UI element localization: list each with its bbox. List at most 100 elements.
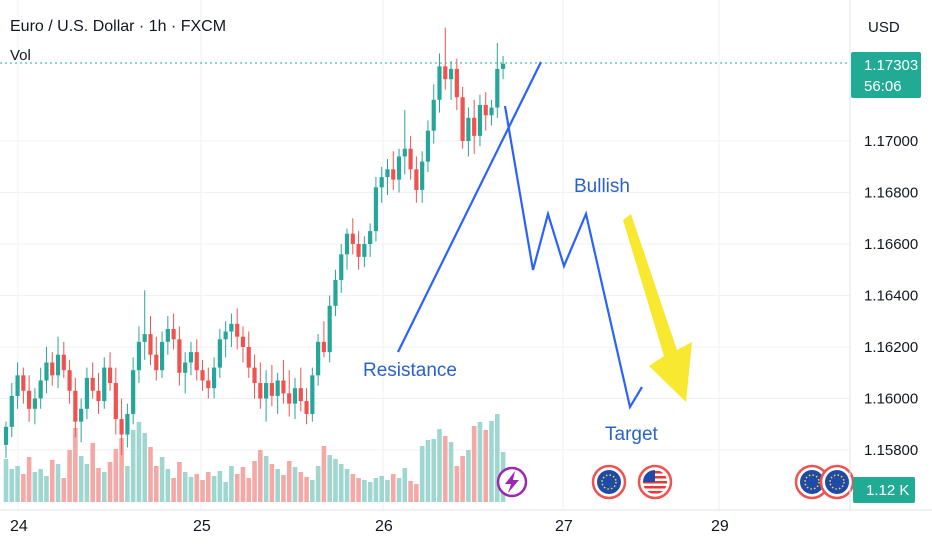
volume-legend[interactable]: Vol (10, 47, 31, 64)
candle-body (420, 161, 425, 190)
candle-body (84, 377, 90, 409)
candle-body (171, 328, 176, 340)
volume-bar (136, 422, 142, 502)
candle-body (107, 367, 113, 384)
candle-body (67, 370, 72, 391)
candle-body (55, 354, 61, 376)
candle-body (159, 341, 165, 371)
candle-body (356, 244, 361, 257)
volume-bar (408, 481, 413, 502)
volume-bar (78, 456, 84, 502)
time-label: 25 (193, 518, 211, 535)
time-label: 26 (375, 518, 393, 535)
volume-bar (206, 472, 211, 502)
volume-bar (26, 457, 32, 502)
candle-body (235, 323, 240, 337)
candle-body (154, 354, 159, 371)
volume-bar (414, 484, 419, 502)
candle-body (431, 99, 436, 131)
candle-body (73, 390, 78, 422)
volume-bar (281, 475, 286, 502)
volume-bar (101, 472, 107, 502)
eu-event-icon[interactable] (819, 464, 855, 500)
volume-tag-value: 1.12 K (866, 482, 909, 499)
candle-body (131, 370, 136, 414)
candle-body (44, 362, 49, 381)
price-tick-label: 1.16600 (864, 236, 918, 253)
price-tag (851, 52, 921, 98)
candle-body (368, 231, 373, 244)
candle-body (142, 334, 147, 342)
flash-event-icon[interactable] (496, 466, 528, 498)
candle-body (310, 375, 315, 414)
volume-bar (327, 455, 332, 502)
volume-bar (350, 474, 356, 502)
volume-bar (49, 460, 55, 502)
candle-body (136, 341, 142, 371)
time-label: 24 (10, 518, 28, 535)
candle-body (200, 370, 205, 381)
candle-body (379, 177, 384, 188)
candle-body (79, 408, 84, 422)
volume-bar (292, 467, 298, 502)
volume-bar (460, 456, 465, 502)
candle-body (240, 336, 246, 347)
currency-label[interactable]: USD (868, 19, 900, 36)
candle-body (391, 169, 396, 180)
candle-body (292, 388, 298, 404)
volume-bar (96, 468, 101, 502)
volume-bar (9, 469, 15, 502)
candle-body (61, 354, 66, 371)
candle-body (350, 233, 355, 244)
candle-body (177, 339, 182, 373)
price-tick-label: 1.17000 (864, 133, 918, 150)
volume-bar (367, 482, 373, 502)
yellow-arrow (623, 214, 692, 402)
candle-body (344, 233, 350, 255)
candle-body (408, 148, 413, 170)
us-event-icon[interactable] (637, 464, 673, 500)
candle-body (414, 169, 419, 190)
price-axis[interactable]: 1.17000 1.16800 1.16600 1.16400 1.16200 1.160… (864, 133, 918, 459)
volume-bar (15, 466, 20, 502)
volume-bar (84, 464, 90, 502)
volume-bar (431, 439, 437, 502)
volume-bar (61, 478, 67, 502)
time-axis[interactable]: 24 25 26 27 29 (10, 518, 729, 535)
candle-body (206, 380, 211, 389)
volume-bar (379, 476, 384, 502)
volume-bar (125, 466, 130, 502)
volume-bar (269, 464, 275, 502)
volume-bar (477, 422, 483, 502)
grid (0, 0, 850, 510)
volume-bar (321, 446, 327, 502)
volume-bar (188, 477, 194, 502)
volume-bar (229, 466, 234, 502)
volume-bar (177, 462, 182, 502)
candle-body (21, 375, 26, 391)
candle-body (500, 63, 506, 69)
volume-bar (90, 443, 95, 502)
volume-bar (44, 476, 49, 502)
volume-bar (495, 414, 500, 502)
volume-bar (385, 480, 390, 502)
candle-body (316, 341, 321, 376)
volume-bar (73, 428, 78, 502)
volume-bar (310, 480, 315, 502)
volume-bar (32, 472, 38, 502)
volume-bar (200, 480, 205, 502)
eu-event-icon[interactable] (591, 464, 627, 500)
volume-bar (21, 474, 26, 502)
symbol-title[interactable]: Euro / U.S. Dollar · 1h · FXCM (10, 18, 227, 35)
volume-bar (55, 464, 61, 502)
volume-bar (362, 480, 367, 502)
candle-body (119, 419, 124, 435)
candle-body (223, 331, 228, 340)
volume-bar (425, 440, 431, 502)
volume-bar (142, 433, 148, 502)
candle-body (27, 390, 32, 409)
resistance-line (397, 61, 542, 353)
volume-bar (159, 457, 165, 502)
